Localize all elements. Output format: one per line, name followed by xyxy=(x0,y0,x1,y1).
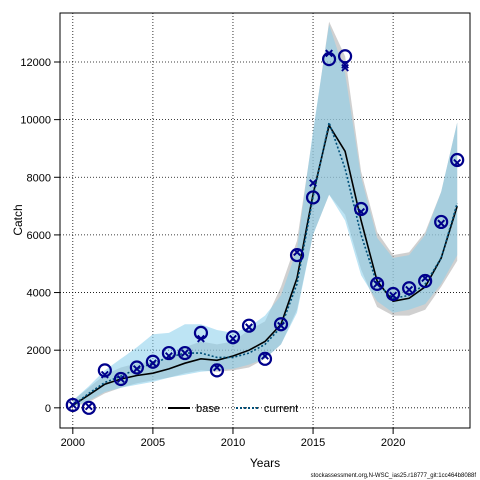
legend-current-label: current xyxy=(264,403,298,415)
predicted-point-current xyxy=(389,291,397,300)
predicted-point-current xyxy=(293,248,301,257)
predicted-point-current xyxy=(405,285,413,294)
observed-point xyxy=(97,363,112,378)
observed-point xyxy=(353,201,369,217)
y-tick-label: 6000 xyxy=(27,230,51,242)
median-line-current xyxy=(72,119,458,407)
x-tick-label: 2005 xyxy=(141,437,165,449)
observed-point xyxy=(81,400,96,415)
x-tick-label: 2000 xyxy=(61,437,85,449)
observed-point xyxy=(305,190,321,205)
observed-point xyxy=(337,49,353,64)
y-tick-label: 0 xyxy=(45,403,51,415)
predicted-point-base xyxy=(341,61,349,69)
predicted-point-current xyxy=(165,352,173,360)
observed-point xyxy=(209,363,225,378)
median-line-base xyxy=(72,123,458,407)
observed-point xyxy=(257,351,273,366)
y-tick-label: 4000 xyxy=(27,288,51,300)
predicted-point-current xyxy=(245,323,253,331)
y-tick-label: 10000 xyxy=(20,115,51,127)
predicted-point-current xyxy=(309,179,317,187)
observed-point xyxy=(402,281,417,296)
y-tick-label: 2000 xyxy=(27,345,51,357)
x-tick-label: 2010 xyxy=(221,437,245,449)
observed-point xyxy=(370,276,385,292)
predicted-point-current xyxy=(181,349,189,357)
observed-point xyxy=(289,247,305,263)
source-footer: stockassessment.org,N-WSC_ias25.r18777_g… xyxy=(311,473,477,479)
observed-point xyxy=(65,397,80,413)
y-axis-title: Catch xyxy=(11,204,25,235)
predicted-point-current xyxy=(213,363,221,372)
predicted-point-current xyxy=(261,352,269,360)
y-tick-label: 12000 xyxy=(20,57,51,69)
predicted-point-current xyxy=(149,359,157,367)
predicted-point-current xyxy=(373,280,381,288)
observed-point xyxy=(161,345,177,361)
x-tick-label: 2020 xyxy=(381,437,405,449)
x-tick-label: 2015 xyxy=(301,437,325,449)
predicted-point-current xyxy=(341,63,349,72)
predicted-point-current xyxy=(84,402,93,411)
legend: base current xyxy=(168,403,298,415)
predicted-point-current xyxy=(133,365,141,373)
observed-point xyxy=(273,317,289,332)
observed-point xyxy=(225,330,241,345)
observed-point xyxy=(113,371,128,387)
observed-point xyxy=(129,360,144,375)
plot-frame xyxy=(59,12,471,429)
predicted-point-current xyxy=(197,334,205,343)
observed-point xyxy=(241,318,257,333)
observed-point xyxy=(386,286,401,302)
confidence-band-current xyxy=(72,24,458,407)
predicted-point-current xyxy=(229,334,237,343)
legend-base-label: base xyxy=(196,403,220,415)
median-lines xyxy=(72,119,458,407)
observed-point xyxy=(177,345,193,361)
predicted-point-current xyxy=(68,401,77,409)
data-markers xyxy=(65,49,465,415)
observed-point xyxy=(418,273,433,289)
predicted-point-current xyxy=(453,159,462,167)
predicted-point-current xyxy=(277,321,285,330)
predicted-point-current xyxy=(437,219,446,228)
observed-point xyxy=(434,214,449,230)
predicted-point-current xyxy=(325,49,333,58)
axis-ticks: 2000 2005 2010 2015 2020 0 2000 4000 6000 8000 100… xyxy=(20,57,405,449)
predicted-point-current xyxy=(117,375,125,383)
y-tick-label: 8000 xyxy=(27,172,51,184)
predicted-point-current xyxy=(101,370,109,379)
observed-point xyxy=(450,152,465,168)
observed-point xyxy=(145,354,160,369)
confidence-bands xyxy=(72,21,458,407)
predicted-point-current xyxy=(421,274,429,282)
predicted-point-current xyxy=(357,208,365,216)
x-axis-title: Years xyxy=(250,456,280,470)
